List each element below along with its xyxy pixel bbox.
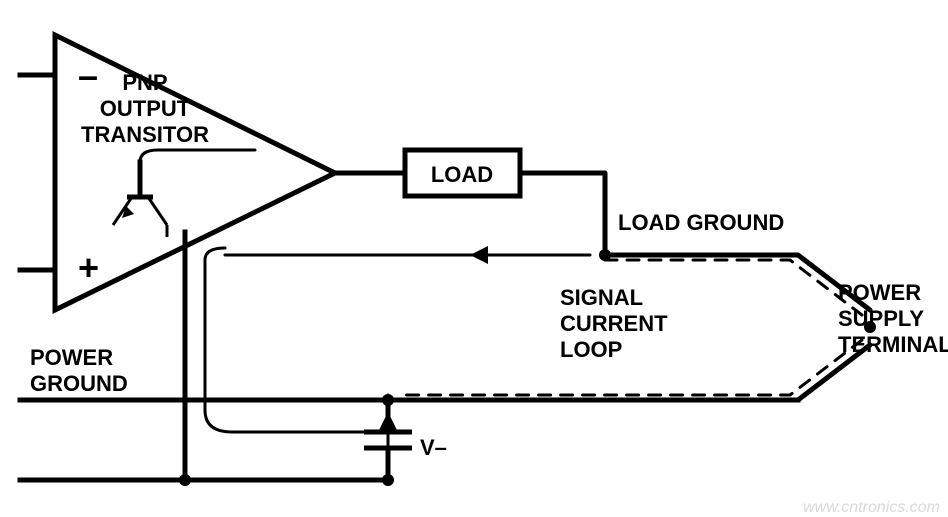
pnp-label-2: OUTPUT — [100, 96, 191, 121]
signal-label-1: SIGNAL — [560, 285, 643, 310]
vminus-node — [179, 474, 191, 486]
signal-label-2: CURRENT — [560, 311, 668, 336]
psu-label-2: SUPPLY — [838, 306, 924, 331]
load-ground-label: LOAD GROUND — [618, 210, 784, 235]
pnp-label-3: TRANSITOR — [81, 122, 209, 147]
signal-label-3: LOOP — [560, 337, 622, 362]
plus-sign: + — [78, 247, 99, 288]
watermark: www.cntronics.com — [803, 499, 940, 516]
power-ground-label-1: POWER — [30, 345, 113, 370]
minus-sign: – — [78, 55, 98, 96]
psu-label-1: POWER — [838, 280, 921, 305]
vminus-label: V– — [420, 435, 447, 460]
power-ground-label-2: GROUND — [30, 371, 128, 396]
pnp-label-1: PNP — [122, 70, 167, 95]
load-label: LOAD — [431, 162, 493, 187]
